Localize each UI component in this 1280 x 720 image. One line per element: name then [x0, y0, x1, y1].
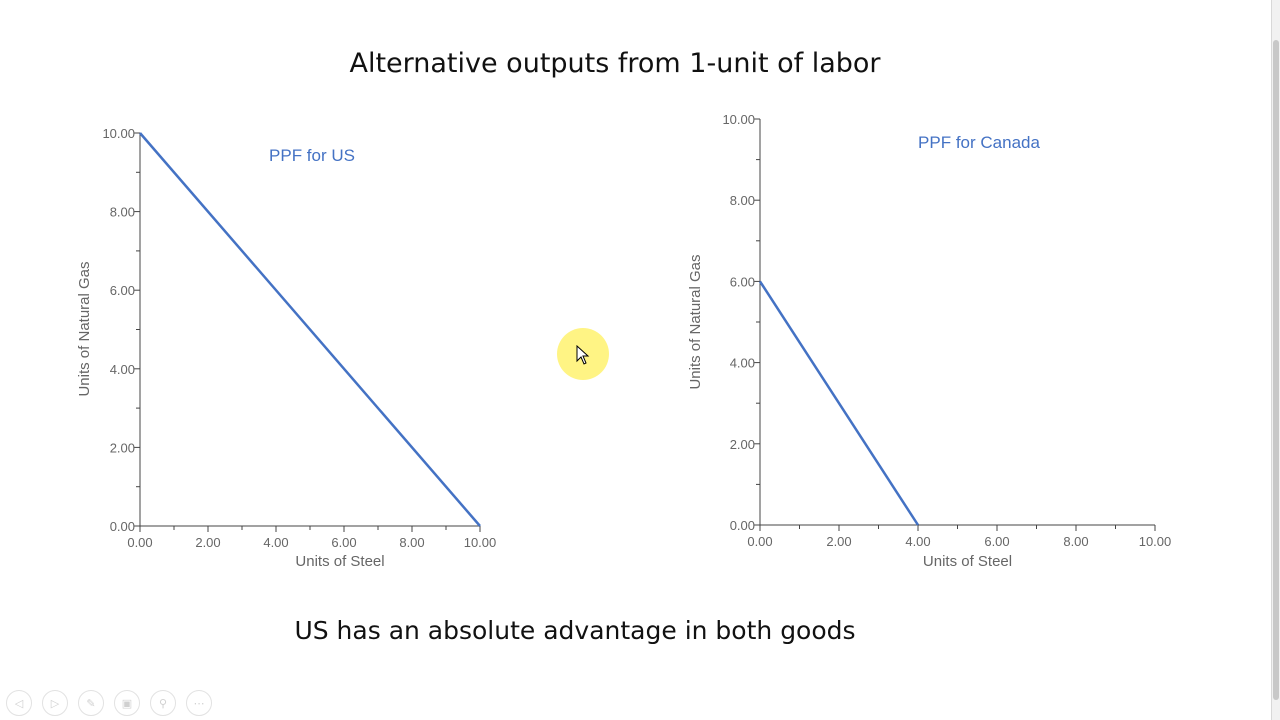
- us-ppf-line: [139, 132, 481, 527]
- us-x-tick-label: 6.00: [331, 535, 356, 550]
- mouse-cursor-icon: [576, 345, 590, 365]
- presentation-controls: ◁ ▷ ✎ ▣ ⚲ ⋯: [6, 690, 212, 716]
- pen-icon[interactable]: ✎: [78, 690, 104, 716]
- canada-x-tick-label: 6.00: [984, 534, 1009, 549]
- us-y-tick-label: 10.00: [102, 126, 135, 141]
- us-x-tick-label: 2.00: [195, 535, 220, 550]
- slides-icon[interactable]: ▣: [114, 690, 140, 716]
- canada-x-axis-title: Units of Steel: [923, 553, 1012, 570]
- canada-y-tick-label: 2.00: [730, 437, 755, 452]
- us-x-tick-label: 10.00: [464, 535, 497, 550]
- canada-y-tick-label: 8.00: [730, 193, 755, 208]
- slide-footer: US has an absolute advantage in both goo…: [294, 616, 856, 645]
- next-icon[interactable]: ▷: [42, 690, 68, 716]
- us-y-tick-label: 6.00: [110, 283, 135, 298]
- zoom-icon[interactable]: ⚲: [150, 690, 176, 716]
- canada-y-tick-label: 0.00: [730, 518, 755, 533]
- vertical-scrollbar[interactable]: [1271, 0, 1280, 720]
- us-y-tick-label: 8.00: [110, 205, 135, 220]
- us-y-tick-label: 4.00: [110, 362, 135, 377]
- canada-y-axis-title: Units of Natural Gas: [687, 254, 704, 389]
- canada-x-tick-label: 4.00: [905, 534, 930, 549]
- us-y-axis-title: Units of Natural Gas: [76, 261, 93, 396]
- previous-icon[interactable]: ◁: [6, 690, 32, 716]
- us-x-tick-label: 0.00: [127, 535, 152, 550]
- us-y-tick-label: 2.00: [110, 440, 135, 455]
- us-x-tick-label: 4.00: [263, 535, 288, 550]
- canada-x-tick-label: 10.00: [1139, 534, 1172, 549]
- canada-x-tick-label: 2.00: [826, 534, 851, 549]
- canada-ppf-label: PPF for Canada: [918, 133, 1040, 152]
- canada-y-tick-label: 4.00: [730, 356, 755, 371]
- canada-y-tick-label: 6.00: [730, 274, 755, 289]
- us-x-axis-title: Units of Steel: [295, 553, 384, 570]
- canada-x-tick-label: 8.00: [1063, 534, 1088, 549]
- us-ppf-label: PPF for US: [269, 146, 355, 165]
- scrollbar-thumb[interactable]: [1273, 40, 1279, 700]
- slide-title: Alternative outputs from 1-unit of labor: [349, 48, 881, 79]
- more-icon[interactable]: ⋯: [186, 690, 212, 716]
- us-x-tick-label: 8.00: [399, 535, 424, 550]
- canada-y-tick-label: 10.00: [722, 112, 755, 127]
- canada-x-tick-label: 0.00: [747, 534, 772, 549]
- us-y-tick-label: 0.00: [110, 519, 135, 534]
- canada-ppf-line: [758, 280, 920, 526]
